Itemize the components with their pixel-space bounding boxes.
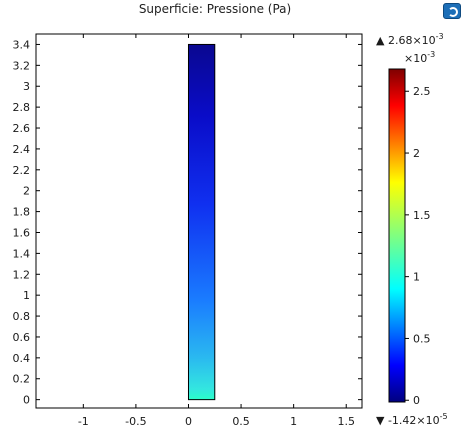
colorbar-tick-label: 1.5: [413, 209, 431, 222]
colorbar-max-label: ▲ 2.68×10-3: [376, 32, 444, 47]
y-tick-label: 2.6: [13, 122, 31, 135]
colorbar-tick-label: 0: [413, 394, 420, 407]
x-tick-label: 1.5: [337, 415, 355, 428]
colorbar: [388, 68, 406, 403]
colorbar-tick-label: 2: [413, 147, 420, 160]
colorbar-ticks: 0 0.5 1 1.5 2 2.5: [405, 85, 431, 407]
colorbar-multiplier: ×10-3: [404, 50, 435, 65]
colorbar-tick-label: 2.5: [413, 85, 431, 98]
pressure-field-domain: [187, 43, 216, 401]
y-tick-label: 2.4: [13, 143, 31, 156]
y-tick-label: 1: [23, 289, 30, 302]
y-tick-label: 3: [23, 80, 30, 93]
plot-title: Superficie: Pressione (Pa): [138, 2, 292, 16]
colorbar-min-label: ▼ -1.42×10-5: [376, 412, 448, 427]
y-axis-ticks: 0 0.2 0.4 0.6 0.8 1 1.2 1.4 1.6 1.8 2 2.2 2.4 2.6 2.8 3…: [13, 38, 362, 407]
y-tick-label: 2.2: [13, 164, 31, 177]
y-tick-label: 1.2: [13, 268, 31, 281]
y-tick-label: 3.2: [13, 59, 31, 72]
y-tick-label: 0: [23, 394, 30, 407]
y-tick-label: 0.2: [13, 373, 31, 386]
y-tick-label: 0.4: [13, 352, 31, 365]
y-tick-label: 3.4: [13, 38, 31, 51]
y-tick-label: 2: [23, 185, 30, 198]
colorbar-tick-label: 1: [413, 271, 420, 284]
comsol-logo-icon[interactable]: [443, 3, 461, 19]
y-tick-label: 0.6: [13, 331, 31, 344]
x-tick-label: 0: [185, 415, 192, 428]
y-tick-label: 2.8: [13, 101, 31, 114]
y-tick-label: 1.8: [13, 206, 31, 219]
x-axis-ticks: -1 -0.5 0 0.5 1 1.5: [78, 34, 355, 428]
x-tick-label: 0.5: [232, 415, 250, 428]
y-tick-label: 1.6: [13, 226, 31, 239]
y-tick-label: 0.8: [13, 310, 31, 323]
colorbar-tick-label: 0.5: [413, 332, 431, 345]
x-tick-label: -1: [78, 415, 89, 428]
y-tick-label: 1.4: [13, 247, 31, 260]
x-tick-label: -0.5: [125, 415, 146, 428]
x-tick-label: 1: [290, 415, 297, 428]
